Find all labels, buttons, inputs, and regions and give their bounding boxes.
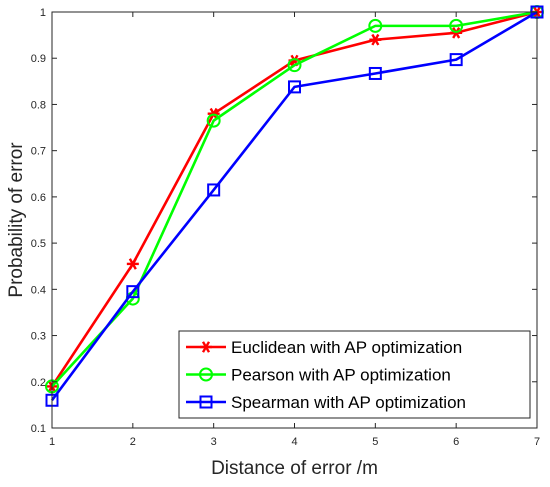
y-tick-label: 0.3 (31, 331, 46, 343)
x-tick-label: 1 (49, 436, 55, 448)
legend: Euclidean with AP optimization Pearson wi… (178, 330, 531, 419)
legend-label: Spearman with AP optimization (231, 393, 466, 412)
data-point (207, 183, 221, 197)
y-tick-label: 0.5 (31, 238, 46, 250)
legend-label: Euclidean with AP optimization (231, 338, 462, 357)
series-circle (45, 5, 544, 394)
y-tick-label: 0.9 (31, 53, 46, 65)
legend-item: Pearson with AP optimization (186, 366, 451, 385)
legend-items: Euclidean with AP optimization Pearson wi… (186, 338, 466, 412)
data-point (449, 53, 463, 67)
y-tick-label: 0.7 (31, 146, 46, 158)
series-line (50, 10, 538, 402)
x-tick-label: 4 (291, 436, 297, 448)
y-tick-label: 0.1 (31, 423, 46, 435)
y-tick-label: 0.6 (31, 192, 46, 204)
series-line (51, 10, 538, 388)
x-tick-label: 2 (130, 436, 136, 448)
y-tick-label: 0.2 (31, 377, 46, 389)
data-point (368, 66, 382, 80)
y-tick-label: 0.4 (31, 284, 46, 296)
y-tick-label: 1 (40, 7, 46, 19)
x-tick-label: 7 (534, 436, 540, 448)
x-axis-label: Distance of error /m (211, 458, 378, 479)
series-square (45, 5, 544, 407)
data-point (288, 80, 301, 94)
data-point (368, 18, 383, 33)
series-layer (45, 5, 544, 407)
y-tick-label: 0.8 (31, 99, 46, 111)
legend-label: Pearson with AP optimization (231, 366, 451, 385)
legend-item: Euclidean with AP optimization (186, 338, 462, 357)
legend-item: Spearman with AP optimization (186, 393, 466, 412)
data-point (126, 258, 139, 270)
x-tick-label: 6 (453, 436, 459, 448)
y-axis-label: Probability of error (6, 142, 27, 298)
tick-layer: 1 2 3 4 5 6 7 0.1 0.2 0.3 0.4 0.5 0.6 0.7 0.8 0.9 1 (31, 7, 540, 448)
data-point (206, 113, 221, 128)
data-point (126, 285, 140, 299)
data-point (287, 58, 302, 73)
x-tick-label: 3 (211, 436, 217, 448)
legend-marker (199, 367, 213, 382)
data-point (449, 18, 464, 33)
data-point (369, 33, 382, 46)
legend-marker (199, 395, 213, 409)
legend-box (178, 330, 531, 419)
legend-marker (200, 341, 212, 353)
x-tick-label: 5 (372, 436, 378, 448)
